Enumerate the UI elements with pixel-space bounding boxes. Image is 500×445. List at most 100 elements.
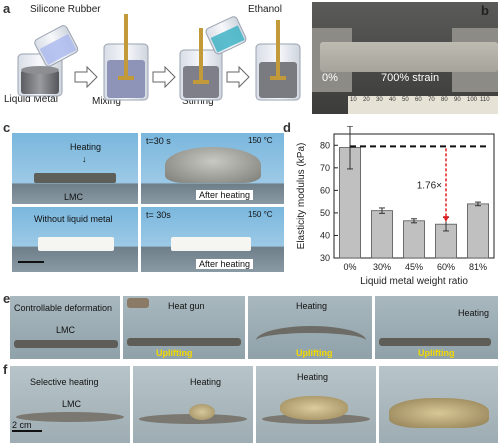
scale-bar-f (12, 430, 42, 432)
lmc-strip-end-lift (379, 338, 491, 346)
mixing-label: Mixing (92, 96, 121, 107)
x-axis-label: Liquid metal weight ratio (360, 276, 468, 286)
heating-label-f1: Heating (190, 377, 222, 387)
liquid-metal-label: Liquid Metal (4, 94, 58, 105)
ruler-number: 40 (389, 97, 396, 103)
time-label-2: t= 30s (146, 210, 171, 220)
beaker-mixing (103, 14, 149, 101)
lmc-strip-uplift (127, 338, 241, 346)
heating-label-e2: Heating (458, 308, 490, 318)
rubber-sample-unchanged (171, 237, 251, 251)
y-tick-label: 70 (320, 163, 330, 173)
scale-label-f: 2 cm (12, 420, 32, 430)
panel-b-label: b (481, 3, 489, 18)
selective-photo-4 (379, 366, 498, 443)
heat-gun (127, 298, 149, 308)
without-liquid-metal-label: Without liquid metal (34, 214, 113, 224)
y-tick-label: 80 (320, 140, 330, 150)
ruler-number: 100 (467, 97, 478, 103)
scale-bar-c (18, 261, 44, 263)
ruler-number: 10 (350, 97, 357, 103)
panel-a-label: a (3, 1, 11, 16)
x-tick-label: 45% (405, 262, 423, 272)
panel-c-label: c (3, 120, 11, 135)
ruler-number: 80 (441, 97, 448, 103)
stirring-label: Stirring (182, 96, 214, 107)
lmc-strip-flat (14, 340, 118, 348)
process-arrow-1 (74, 65, 98, 89)
temperature-label-2: 150 °C (248, 210, 273, 219)
ruler (348, 96, 498, 114)
ruler-number: 30 (376, 97, 383, 103)
bar-81pct (467, 203, 489, 259)
deform-photo-2 (123, 296, 245, 359)
x-tick-label: 81% (469, 262, 487, 272)
ruler-number: 90 (454, 97, 461, 103)
time-label-1: t=30 s (146, 136, 171, 146)
lmc-heating-before (12, 133, 138, 204)
heating-arrow-c: ↓ (82, 154, 87, 164)
y-tick-label: 40 (320, 230, 330, 240)
beaker-liquid-metal (17, 53, 63, 97)
y-axis-label: Elasticity modulus (kPa) (296, 143, 307, 250)
lmc-disc-flat (16, 412, 124, 422)
panel-f-label: f (3, 362, 8, 377)
strain-photo (312, 2, 498, 114)
strain-700-label: 700% strain (381, 72, 440, 84)
uplifting-label-3: Uplifting (418, 348, 455, 358)
bump-1 (189, 404, 215, 420)
bump-2 (280, 396, 348, 420)
lmc-label-f: LMC (62, 399, 82, 409)
bar-30pct (371, 210, 393, 259)
panel-e-label: e (3, 291, 11, 306)
ruler-number: 110 (480, 97, 490, 103)
y-tick-label: 50 (320, 208, 330, 218)
rubber-sample-flat (38, 237, 114, 251)
after-heating-label-1: After heating (196, 190, 254, 200)
lmc-label-e: LMC (56, 325, 76, 335)
uplifting-label-1: Uplifting (156, 348, 193, 358)
deform-photo-4 (375, 296, 498, 359)
after-heating-label-2: After heating (196, 259, 254, 269)
pure-rubber-before (12, 207, 138, 272)
lmc-strip-arched (256, 326, 366, 355)
annotation-background (416, 178, 442, 192)
heat-gun-label: Heat gun (168, 301, 205, 311)
panel-d-label: d (283, 120, 291, 135)
lmc-sample-bulged (165, 147, 261, 183)
controllable-deformation-label: Controllable deformation (14, 303, 113, 313)
silicone-rubber-label: Silicone Rubber (30, 4, 101, 15)
process-arrow-2 (152, 65, 176, 89)
zero-strain-label: 0% (322, 72, 338, 84)
x-tick-label: 30% (373, 262, 391, 272)
uplifting-label-2: Uplifting (296, 348, 333, 358)
x-tick-label: 60% (437, 262, 455, 272)
lmc-heating-after (141, 133, 284, 204)
tilted-cup-ethanol (205, 16, 247, 55)
schematic-illustration (17, 14, 301, 101)
ethanol-label: Ethanol (248, 4, 282, 15)
selective-photo-2 (133, 366, 253, 443)
y-tick-label: 60 (320, 185, 330, 195)
temperature-label-1: 150 °C (248, 136, 273, 145)
ruler-number: 60 (415, 97, 422, 103)
selective-photo-3 (256, 366, 376, 443)
annotation-ratio: 1.76× (417, 180, 442, 191)
ruler-number: 50 (402, 97, 409, 103)
bar-45pct (403, 220, 425, 259)
heating-label-e1: Heating (296, 301, 328, 311)
elasticity-bar-chart: 1.76× 0% 30% 45% 60% 81% 30 40 50 60 70 80 Elasti… (296, 126, 495, 286)
lmc-disc-small-bump (139, 414, 247, 424)
lmc-sample-flat (34, 173, 116, 183)
y-tick-label: 30 (320, 253, 330, 263)
stretched-sample (320, 42, 498, 72)
lmc-disc-large-bump (389, 398, 489, 428)
process-arrow-3 (226, 65, 250, 89)
tilted-cup-silicone (34, 25, 79, 67)
deform-photo-3 (248, 296, 372, 359)
ruler-number: 20 (363, 97, 370, 103)
annotation-arrowhead (443, 216, 449, 223)
selective-heating-label: Selective heating (30, 377, 99, 387)
heating-label-c: Heating (70, 142, 102, 152)
beaker-final (255, 20, 301, 101)
